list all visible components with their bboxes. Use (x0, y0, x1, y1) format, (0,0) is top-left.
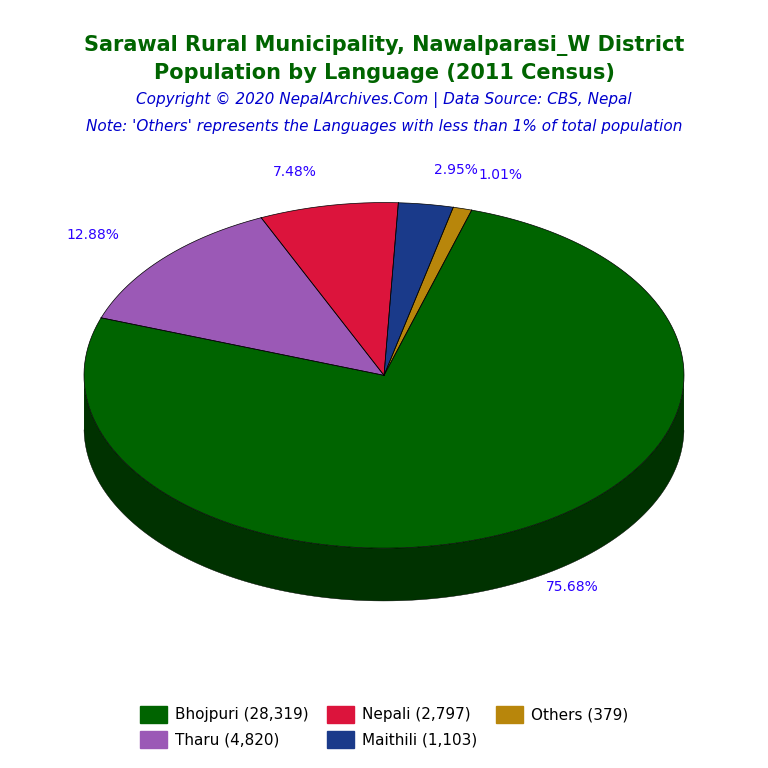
Text: 1.01%: 1.01% (478, 168, 522, 182)
Legend: Bhojpuri (28,319), Tharu (4,820), Nepali (2,797), Maithili (1,103), Others (379): Bhojpuri (28,319), Tharu (4,820), Nepali… (134, 700, 634, 755)
Text: 75.68%: 75.68% (546, 580, 599, 594)
Polygon shape (101, 217, 384, 376)
Text: Sarawal Rural Municipality, Nawalparasi_W District: Sarawal Rural Municipality, Nawalparasi_… (84, 35, 684, 55)
Text: Population by Language (2011 Census): Population by Language (2011 Census) (154, 63, 614, 83)
Polygon shape (84, 210, 684, 548)
Text: 7.48%: 7.48% (273, 164, 317, 179)
Polygon shape (84, 377, 684, 601)
Text: Copyright © 2020 NepalArchives.Com | Data Source: CBS, Nepal: Copyright © 2020 NepalArchives.Com | Dat… (136, 92, 632, 108)
Polygon shape (261, 203, 399, 376)
Polygon shape (384, 203, 453, 376)
Polygon shape (384, 207, 472, 376)
Text: Note: 'Others' represents the Languages with less than 1% of total population: Note: 'Others' represents the Languages … (86, 119, 682, 134)
Text: 2.95%: 2.95% (435, 163, 478, 177)
Text: 12.88%: 12.88% (66, 228, 119, 242)
